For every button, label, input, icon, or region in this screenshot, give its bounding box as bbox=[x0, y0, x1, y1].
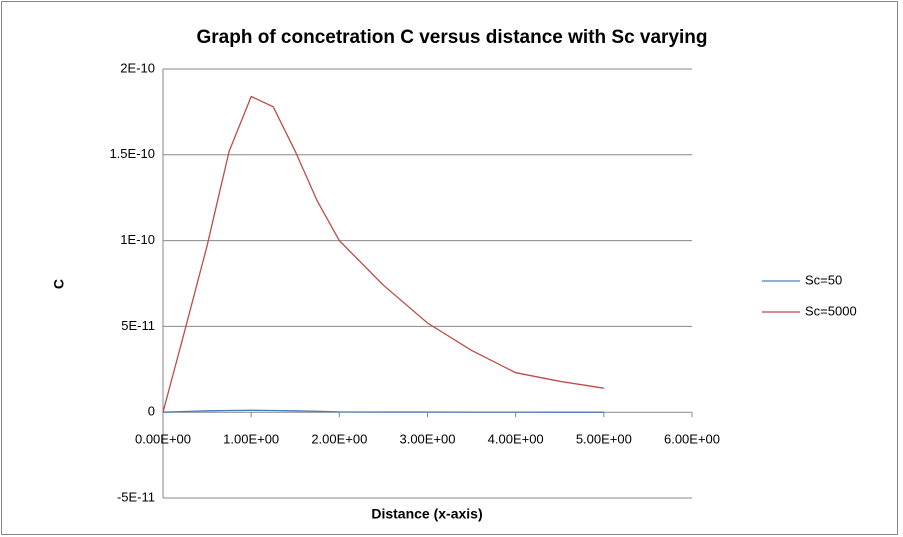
x-tick-label: 0.00E+00 bbox=[135, 432, 191, 447]
y-axis-title: C bbox=[51, 279, 67, 289]
y-tick-label: 5E-11 bbox=[121, 318, 155, 333]
x-axis-title: Distance (x-axis) bbox=[371, 506, 482, 522]
y-tick-label: 1E-10 bbox=[120, 232, 155, 247]
data-line bbox=[162, 409, 604, 413]
x-tick-label: 5.00E+00 bbox=[576, 432, 632, 447]
legend-label: Sc=50 bbox=[805, 272, 842, 287]
x-tick-label: 1.00E+00 bbox=[223, 432, 279, 447]
y-tick-label: -5E-11 bbox=[117, 489, 155, 504]
chart-title: Graph of concetration C versus distance … bbox=[196, 27, 707, 48]
x-tick-label: 6.00E+00 bbox=[664, 432, 720, 447]
x-tick-label: 4.00E+00 bbox=[488, 432, 544, 447]
y-tick-label: 0 bbox=[148, 404, 155, 419]
x-tick-label: 3.00E+00 bbox=[399, 432, 455, 447]
data-line bbox=[162, 95, 604, 413]
y-tick-label: 2E-10 bbox=[120, 60, 155, 75]
y-tick-label: 1.5E-10 bbox=[109, 146, 155, 161]
x-tick-label: 2.00E+00 bbox=[311, 432, 367, 447]
legend-label: Sc=5000 bbox=[805, 303, 857, 318]
